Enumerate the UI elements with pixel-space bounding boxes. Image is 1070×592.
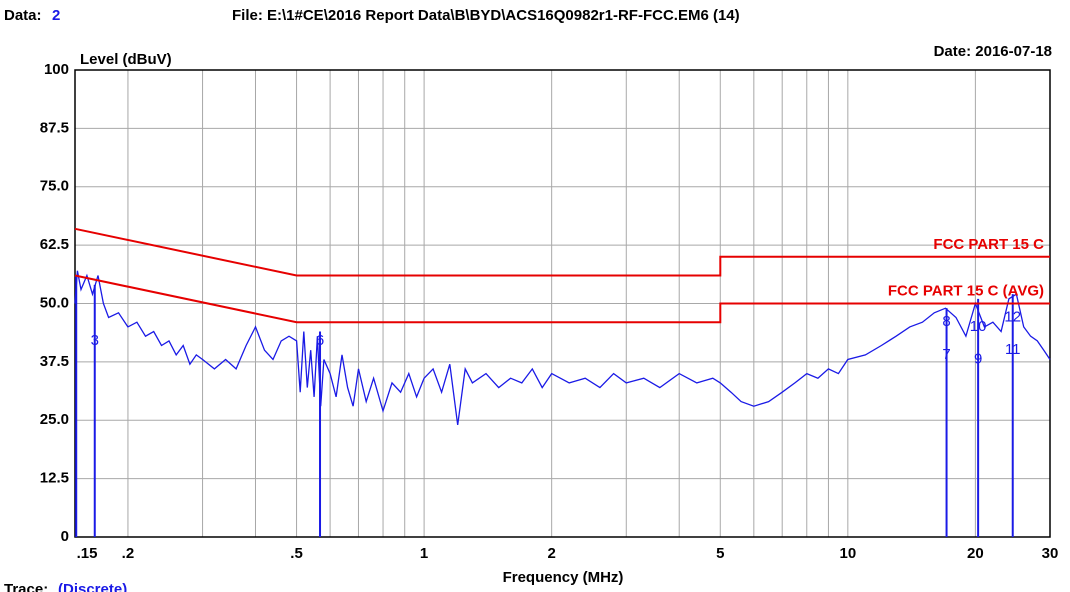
data-label: Data:	[4, 7, 42, 24]
x-tick-label: .2	[122, 545, 135, 562]
marker-label: 8	[942, 313, 950, 330]
marker-label: 9	[974, 351, 982, 368]
marker-label: 11	[1005, 341, 1021, 358]
y-tick-label: 62.5	[40, 236, 69, 253]
y-tick-label: 50.0	[40, 294, 69, 311]
y-tick-label: 100	[44, 61, 69, 78]
y-tick-label: 25.0	[40, 411, 69, 428]
limit-line	[74, 227, 1050, 277]
limit-label: FCC PART 15 C (AVG)	[888, 282, 1044, 299]
trace-value: (Discrete)	[58, 581, 127, 592]
x-tick-label: 1	[420, 545, 428, 562]
y-tick-label: 75.0	[40, 178, 69, 195]
marker-label: 12	[1004, 308, 1021, 325]
y-tick-label: 87.5	[40, 119, 69, 136]
marker-label: 3	[91, 332, 99, 349]
data-value: 2	[52, 7, 60, 24]
x-tick-label: .5	[290, 545, 303, 562]
marker-label: 10	[970, 318, 987, 335]
x-tick-label: .15	[77, 545, 98, 562]
file-name: File: E:\1#CE\2016 Report Data\B\BYD\ACS…	[232, 7, 740, 24]
y-tick-label: 12.5	[40, 470, 69, 487]
x-tick-label: 5	[716, 545, 724, 562]
y-tick-label: 0	[61, 528, 69, 545]
trace-label: Trace:	[4, 581, 48, 592]
limit-line	[74, 274, 1050, 324]
marker-label: 6	[316, 332, 324, 349]
x-tick-label: 30	[1042, 545, 1059, 562]
date: Date: 2016-07-18	[934, 43, 1052, 60]
x-tick-label: 10	[839, 545, 856, 562]
limit-label: FCC PART 15 C	[933, 236, 1044, 253]
y-axis-label: Level (dBuV)	[80, 51, 172, 68]
marker-label: 7	[942, 346, 950, 363]
trace	[74, 270, 1051, 425]
y-tick-label: 37.5	[40, 353, 69, 370]
x-tick-label: 2	[547, 545, 555, 562]
x-tick-label: 20	[967, 545, 984, 562]
x-axis-label: Frequency (MHz)	[503, 569, 624, 586]
